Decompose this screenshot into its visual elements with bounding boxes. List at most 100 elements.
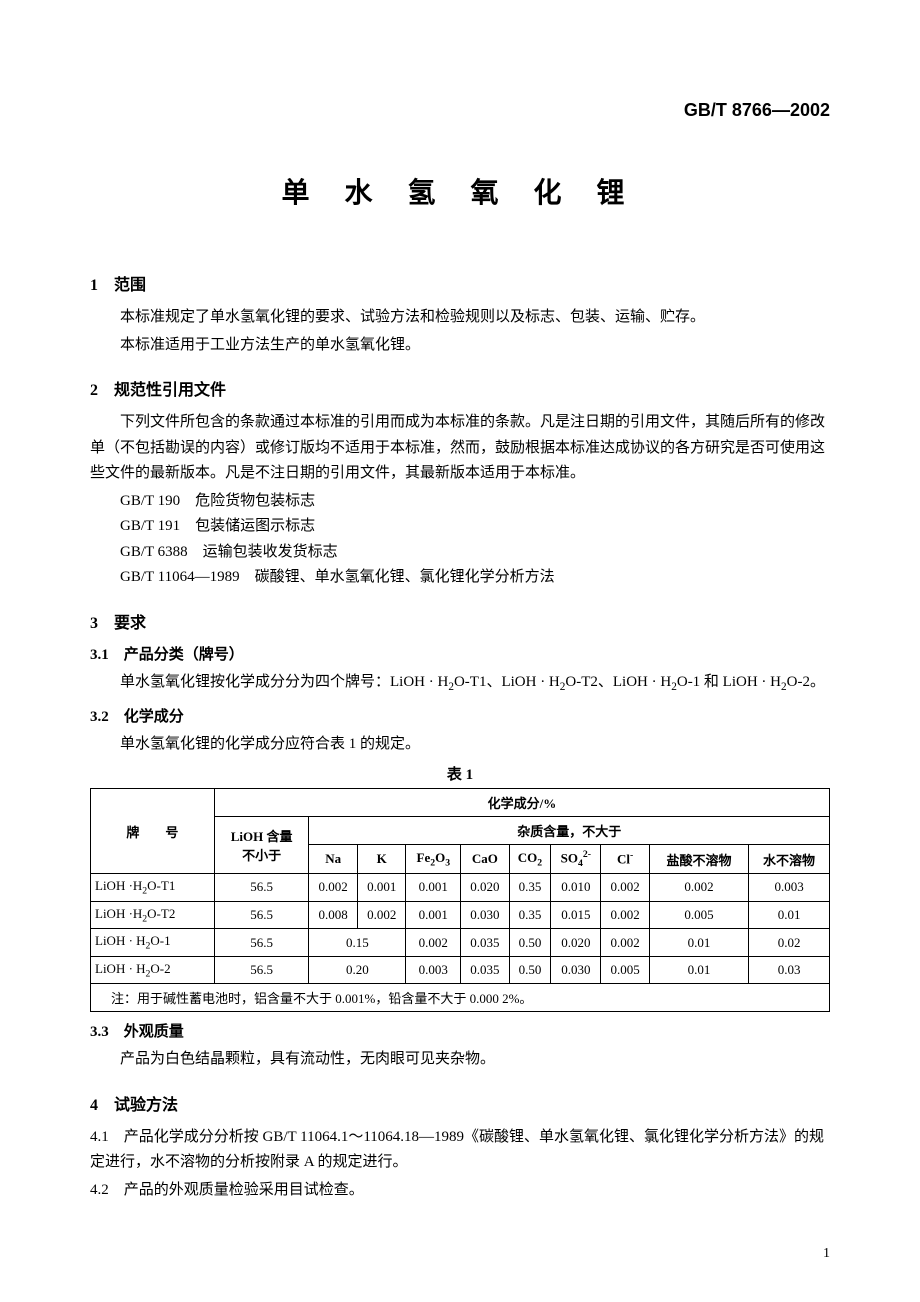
text: LiOH · H <box>95 961 146 976</box>
section-4-2-para: 4.2 产品的外观质量检验采用目试检查。 <box>90 1178 830 1204</box>
col-so4: SO42- <box>551 845 601 874</box>
col-hcl: 盐酸不溶物 <box>649 845 748 874</box>
standard-code: GB/T 8766—2002 <box>90 100 830 121</box>
document-title: 单 水 氢 氧 化 锂 <box>90 171 830 211</box>
table-footnote: 注：用于碱性蓄电池时，铝含量不大于 0.001%，铅含量不大于 0.000 2%… <box>91 984 830 1012</box>
text: O-1 <box>150 933 170 948</box>
table-row: LiOH · H2O-2 56.5 0.20 0.003 0.035 0.50 … <box>91 956 830 984</box>
reference-3: GB/T 6388 运输包装收发货标志 <box>90 540 830 566</box>
cell: 0.020 <box>461 874 510 902</box>
text: O-T1、LiOH · H <box>454 674 560 690</box>
reference-4: GB/T 11064—1989 碳酸锂、单水氢氧化锂、氯化锂化学分析方法 <box>90 565 830 591</box>
cell-label: LiOH · H2O-2 <box>91 956 215 984</box>
reference-2: GB/T 191 包装储运图示标志 <box>90 514 830 540</box>
cell: 0.010 <box>551 874 601 902</box>
section-3-2-heading: 3.2 化学成分 <box>90 705 830 726</box>
cell: 0.005 <box>601 956 650 984</box>
cell: 0.001 <box>357 874 406 902</box>
cell: 0.002 <box>357 901 406 929</box>
section-3-3-para: 产品为白色结晶颗粒，具有流动性，无肉眼可见夹杂物。 <box>90 1047 830 1073</box>
cell-label: LiOH ·H2O-T1 <box>91 874 215 902</box>
col-grade: 牌 号 <box>91 789 215 874</box>
cell: 0.002 <box>601 929 650 957</box>
text: LiOH ·H <box>95 906 142 921</box>
cell: 0.030 <box>551 956 601 984</box>
cell: 0.003 <box>749 874 830 902</box>
section-4-1-para: 4.1 产品化学成分分析按 GB/T 11064.1～11064.18—1989… <box>90 1125 830 1176</box>
text: LiOH · H <box>95 933 146 948</box>
cell: 0.002 <box>309 874 358 902</box>
section-2-para-1: 下列文件所包含的条款通过本标准的引用而成为本标准的条款。凡是注日期的引用文件，其… <box>90 410 830 487</box>
cell: 0.20 <box>309 956 406 984</box>
spec-table: 牌 号 化学成分/% LiOH 含量不小于 杂质含量，不大于 Na K Fe2O… <box>90 788 830 1012</box>
cell: 56.5 <box>214 956 309 984</box>
col-k: K <box>357 845 406 874</box>
cell: 0.003 <box>406 956 461 984</box>
text: O-T2、LiOH · H <box>565 674 671 690</box>
cell: 0.50 <box>509 956 551 984</box>
col-co2: CO2 <box>509 845 551 874</box>
section-3-3-heading: 3.3 外观质量 <box>90 1020 830 1041</box>
cell: 0.01 <box>649 929 748 957</box>
cell-label: LiOH · H2O-1 <box>91 929 215 957</box>
cell: 0.01 <box>749 901 830 929</box>
text: O-2 <box>150 961 170 976</box>
page-number: 1 <box>823 1246 830 1262</box>
cell: 56.5 <box>214 901 309 929</box>
document-page: GB/T 8766—2002 单 水 氢 氧 化 锂 1 范围 本标准规定了单水… <box>0 0 920 1245</box>
section-4-heading: 4 试验方法 <box>90 1091 830 1115</box>
text: 单水氢氧化锂按化学成分分为四个牌号：LiOH · H <box>120 674 448 690</box>
cell: 0.35 <box>509 901 551 929</box>
cell: 0.35 <box>509 874 551 902</box>
col-fe2o3: Fe2O3 <box>406 845 461 874</box>
cell: 0.001 <box>406 901 461 929</box>
cell: 0.035 <box>461 956 510 984</box>
cell: 0.01 <box>649 956 748 984</box>
table-row: LiOH · H2O-1 56.5 0.15 0.002 0.035 0.50 … <box>91 929 830 957</box>
cell: 0.002 <box>406 929 461 957</box>
cell: 0.015 <box>551 901 601 929</box>
text: O-T1 <box>147 878 175 893</box>
cell: 0.002 <box>649 874 748 902</box>
text: O-2。 <box>787 674 825 690</box>
reference-1: GB/T 190 危险货物包装标志 <box>90 489 830 515</box>
cell: 0.50 <box>509 929 551 957</box>
col-cao: CaO <box>461 845 510 874</box>
col-lioh: LiOH 含量不小于 <box>214 817 309 874</box>
table-row: LiOH ·H2O-T1 56.5 0.002 0.001 0.001 0.02… <box>91 874 830 902</box>
text: O-1 和 LiOH · H <box>677 674 781 690</box>
cell: 0.005 <box>649 901 748 929</box>
cell: 56.5 <box>214 874 309 902</box>
col-impurity: 杂质含量，不大于 <box>309 817 830 845</box>
cell: 0.020 <box>551 929 601 957</box>
section-3-2-para: 单水氢氧化锂的化学成分应符合表 1 的规定。 <box>90 732 830 758</box>
cell: 0.002 <box>601 874 650 902</box>
section-1-para-2: 本标准适用于工业方法生产的单水氢氧化锂。 <box>90 333 830 359</box>
section-3-1-heading: 3.1 产品分类（牌号） <box>90 643 830 664</box>
cell: 0.15 <box>309 929 406 957</box>
cell: 56.5 <box>214 929 309 957</box>
table-1-caption: 表 1 <box>90 763 830 784</box>
cell: 0.008 <box>309 901 358 929</box>
text: O-T2 <box>147 906 175 921</box>
section-3-heading: 3 要求 <box>90 609 830 633</box>
section-2-heading: 2 规范性引用文件 <box>90 376 830 400</box>
table-header-row: 牌 号 化学成分/% <box>91 789 830 817</box>
table-footnote-row: 注：用于碱性蓄电池时，铝含量不大于 0.001%，铅含量不大于 0.000 2%… <box>91 984 830 1012</box>
cell: 0.001 <box>406 874 461 902</box>
cell: 0.035 <box>461 929 510 957</box>
col-cl: Cl- <box>601 845 650 874</box>
cell-label: LiOH ·H2O-T2 <box>91 901 215 929</box>
cell: 0.002 <box>601 901 650 929</box>
table-row: LiOH ·H2O-T2 56.5 0.008 0.002 0.001 0.03… <box>91 901 830 929</box>
col-h2o: 水不溶物 <box>749 845 830 874</box>
section-1-heading: 1 范围 <box>90 271 830 295</box>
cell: 0.02 <box>749 929 830 957</box>
col-composition: 化学成分/% <box>214 789 829 817</box>
cell: 0.030 <box>461 901 510 929</box>
cell: 0.03 <box>749 956 830 984</box>
section-3-1-para: 单水氢氧化锂按化学成分分为四个牌号：LiOH · H2O-T1、LiOH · H… <box>90 670 830 697</box>
col-na: Na <box>309 845 358 874</box>
section-1-para-1: 本标准规定了单水氢氧化锂的要求、试验方法和检验规则以及标志、包装、运输、贮存。 <box>90 305 830 331</box>
text: LiOH 含量 <box>231 829 293 844</box>
